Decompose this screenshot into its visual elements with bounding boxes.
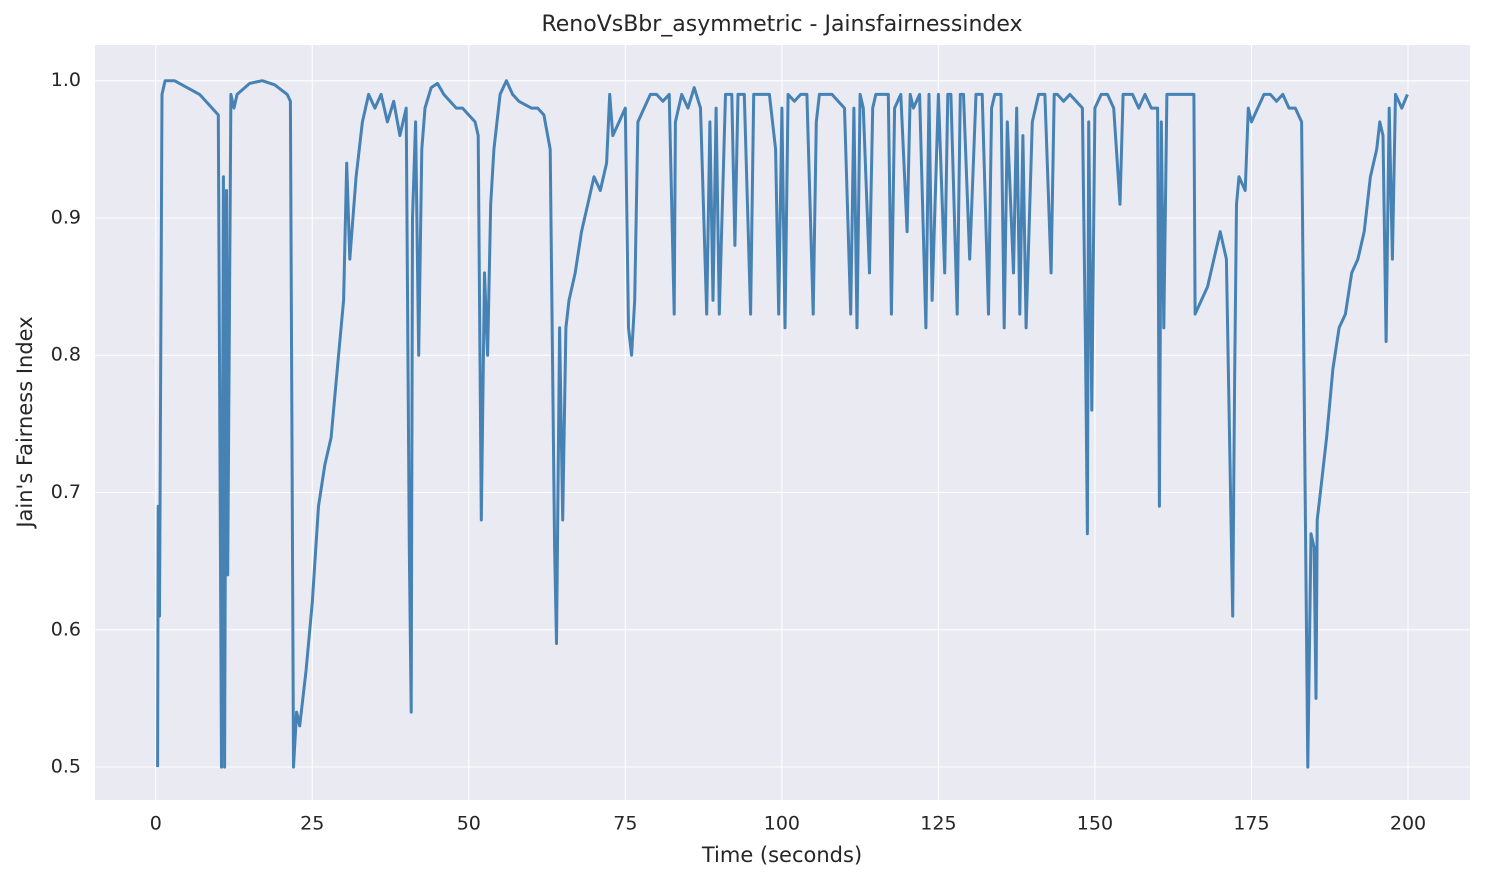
x-axis-label: Time (seconds) — [701, 843, 862, 867]
y-tick-label: 0.8 — [51, 344, 81, 366]
x-tick-label: 175 — [1233, 813, 1269, 835]
x-tick-label: 200 — [1390, 813, 1426, 835]
x-tick-label: 50 — [457, 813, 481, 835]
x-tick-label: 0 — [150, 813, 162, 835]
y-tick-label: 0.6 — [51, 618, 81, 640]
y-tick-label: 0.9 — [51, 206, 81, 228]
chart-title: RenoVsBbr_asymmetric - Jainsfairnessinde… — [541, 12, 1022, 37]
x-tick-label: 125 — [920, 813, 956, 835]
x-tick-label: 25 — [300, 813, 324, 835]
y-tick-label: 1.0 — [51, 69, 81, 91]
x-tick-label: 75 — [613, 813, 637, 835]
y-axis-label: Jain's Fairness Index — [13, 316, 37, 529]
y-tick-label: 0.7 — [51, 481, 81, 503]
y-tick-label: 0.5 — [51, 756, 81, 778]
x-tick-label: 150 — [1077, 813, 1113, 835]
x-tick-label: 100 — [764, 813, 800, 835]
data-line — [156, 79, 1409, 769]
